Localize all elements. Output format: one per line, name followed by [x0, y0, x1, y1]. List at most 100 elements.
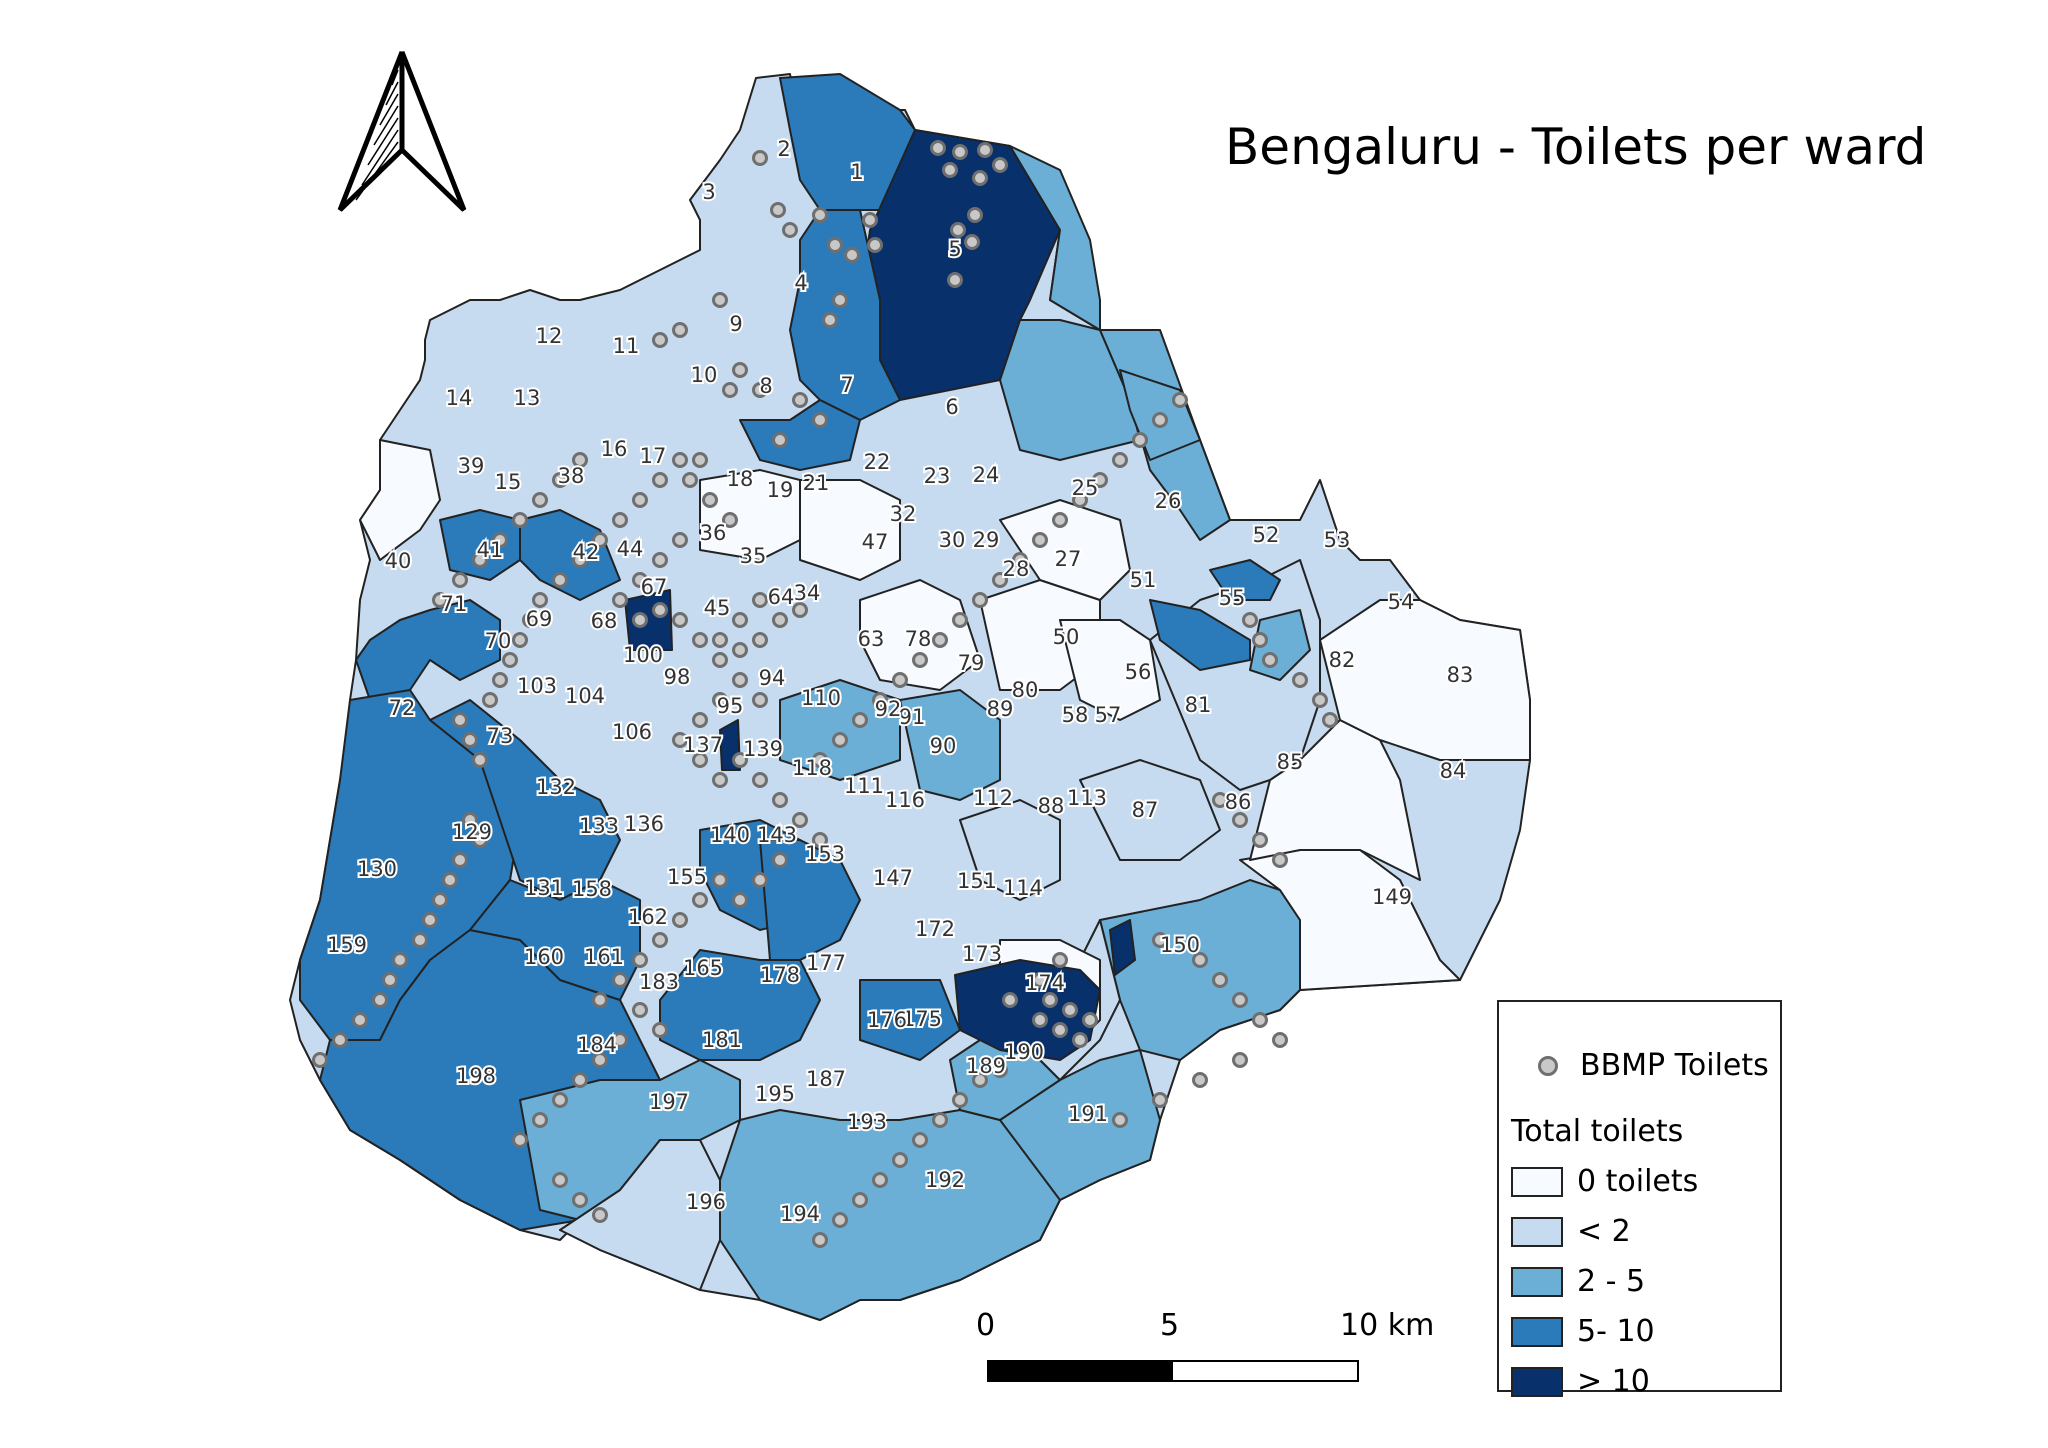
toilet-point	[422, 912, 438, 928]
toilet-point	[942, 162, 958, 178]
toilet-point	[692, 892, 708, 908]
toilet-point	[1092, 472, 1108, 488]
toilet-point	[1112, 1112, 1128, 1128]
ward-label: 8	[759, 374, 772, 398]
toilet-point	[862, 212, 878, 228]
legend-class-label: 0 toilets	[1577, 1164, 1699, 1199]
ward-label: 149	[1372, 885, 1412, 909]
ward-label: 129	[452, 820, 492, 844]
legend-title: Total toilets	[1511, 1114, 1684, 1149]
ward-label: 79	[958, 651, 985, 675]
ward-label: 184	[577, 1033, 617, 1057]
toilet-point	[772, 432, 788, 448]
ward-label: 35	[740, 544, 767, 568]
toilet-point	[732, 612, 748, 628]
ward-label: 114	[1003, 876, 1043, 900]
toilet-point	[732, 362, 748, 378]
ward-region	[1009, 145, 1101, 331]
toilet-point	[752, 150, 768, 166]
toilet-point	[552, 1172, 568, 1188]
toilet-point	[552, 472, 568, 488]
toilet-point	[1032, 972, 1048, 988]
north-arrow-icon	[337, 51, 467, 212]
toilet-point	[832, 292, 848, 308]
toilet-points-layer	[312, 140, 1338, 1248]
ward-label: 9	[729, 312, 742, 336]
ward-label: 44	[617, 537, 644, 561]
toilet-point	[1322, 712, 1338, 728]
toilet-point	[672, 532, 688, 548]
toilet-point	[702, 492, 718, 508]
ward-label: 56	[1125, 660, 1152, 684]
ward-label: 68	[591, 609, 618, 633]
ward-label: 7	[840, 373, 853, 397]
scale-tick-0: 0	[976, 1308, 996, 1343]
ward-region	[1319, 599, 1531, 761]
ward-label: 191	[1068, 1102, 1108, 1126]
ward-region	[859, 579, 981, 691]
ward-label: 29	[973, 528, 1000, 552]
ward-label: 50	[1053, 625, 1080, 649]
ward-label: 5	[948, 237, 961, 261]
ward-label: 104	[565, 684, 605, 708]
ward-region	[1109, 919, 1136, 976]
ward-region	[519, 509, 621, 601]
toilet-point	[372, 992, 388, 1008]
ward-label: 30	[939, 528, 966, 552]
toilet-point	[1212, 972, 1228, 988]
ward-label: 112	[973, 786, 1013, 810]
toilet-point	[972, 1072, 988, 1088]
toilet-point	[822, 312, 838, 328]
ward-label: 83	[1447, 663, 1474, 687]
toilet-point	[872, 1172, 888, 1188]
toilet-point	[672, 452, 688, 468]
toilet-point	[652, 332, 668, 348]
toilet-point	[1062, 1002, 1078, 1018]
legend: BBMP Toilets Total toilets 0 toilets < 2…	[1497, 1000, 1782, 1399]
toilet-point	[992, 572, 1008, 588]
toilet-point	[972, 592, 988, 608]
ward-label: 26	[1155, 489, 1182, 513]
ward-label: 21	[803, 471, 830, 495]
toilet-point	[812, 207, 828, 223]
ward-label: 143	[757, 823, 797, 847]
ward-label: 70	[485, 629, 512, 653]
toilet-point	[752, 632, 768, 648]
toilet-point	[992, 1062, 1008, 1078]
toilet-point	[770, 202, 786, 218]
legend-class-3: 5- 10	[1511, 1314, 1655, 1349]
ward-region	[799, 479, 901, 581]
ward-label: 176	[867, 1008, 907, 1032]
toilet-point	[712, 632, 728, 648]
ward-label: 130	[357, 857, 397, 881]
legend-class-label: < 2	[1577, 1214, 1631, 1249]
toilet-point	[592, 532, 608, 548]
toilet-point	[472, 752, 488, 768]
legend-swatch	[1511, 1316, 1563, 1347]
toilet-point	[832, 732, 848, 748]
toilet-point	[712, 292, 728, 308]
ward-label: 195	[755, 1082, 795, 1106]
toilet-point	[1052, 512, 1068, 528]
toilet-point	[432, 892, 448, 908]
toilet-point	[1232, 1052, 1248, 1068]
ward-label: 91	[899, 705, 926, 729]
ward-label: 173	[962, 942, 1002, 966]
legend-swatch	[1511, 1266, 1563, 1297]
toilet-point	[947, 272, 963, 288]
toilet-point	[752, 772, 768, 788]
toilet-point	[950, 222, 966, 238]
ward-region	[739, 399, 861, 471]
ward-region	[899, 689, 1001, 801]
toilet-point	[462, 812, 478, 828]
ward-label: 158	[572, 877, 612, 901]
legend-class-0: 0 toilets	[1511, 1164, 1698, 1199]
ward-label: 1	[850, 160, 863, 184]
toilet-point	[612, 592, 628, 608]
legend-points-label: BBMP Toilets	[1580, 1048, 1769, 1083]
ward-label: 95	[717, 694, 744, 718]
toilet-point	[844, 247, 860, 263]
toilet-point	[1192, 1072, 1208, 1088]
toilet-point	[512, 632, 528, 648]
ward-region	[999, 499, 1131, 601]
